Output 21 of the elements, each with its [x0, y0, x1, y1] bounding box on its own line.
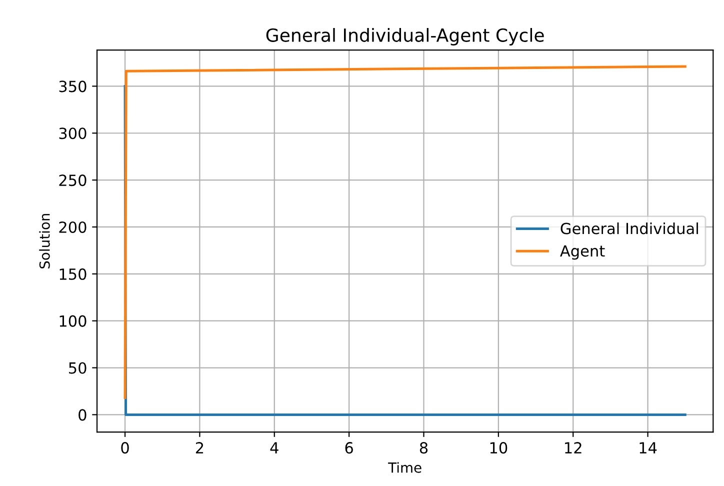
x-axis-title: Time	[388, 462, 422, 473]
x-tick-label: 2	[196, 442, 204, 454]
x-tick-label: 6	[345, 442, 353, 454]
y-tick-label: 0	[78, 409, 86, 421]
y-tick-label: 250	[59, 174, 86, 186]
chart-title: General Individual-Agent Cycle	[266, 28, 544, 46]
x-tick-label: 4	[270, 442, 278, 454]
y-tick-label: 150	[60, 268, 86, 280]
legend-label: Agent	[560, 245, 605, 260]
x-tick-label: 0	[121, 442, 129, 454]
x-tick-label: 14	[640, 442, 657, 454]
y-axis-title: Solution	[39, 214, 50, 268]
y-tick-label: 100	[60, 315, 86, 327]
y-tick-label: 300	[59, 128, 86, 140]
x-tick-label: 12	[565, 442, 582, 454]
x-tick-label: 10	[490, 442, 508, 454]
x-tick-label: 8	[420, 442, 428, 454]
y-tick-label: 350	[59, 80, 86, 92]
legend-label: General Individual	[560, 222, 698, 234]
y-tick-label: 200	[59, 221, 86, 233]
y-tick-label: 50	[69, 362, 86, 374]
